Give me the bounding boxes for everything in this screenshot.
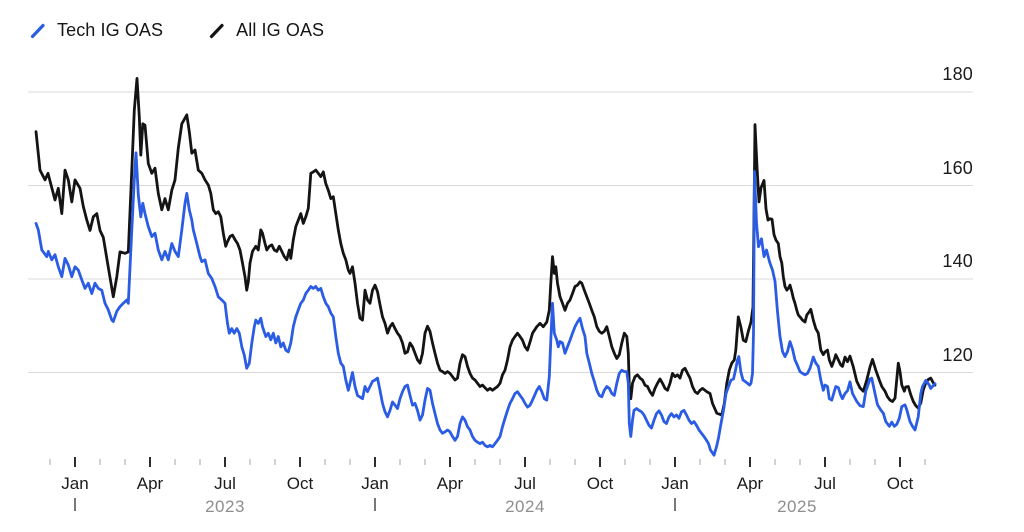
x-axis-label-jul-20: Jul [514, 474, 536, 493]
x-axis-label-apr-29: Apr [736, 474, 764, 493]
year-separator-2025 [674, 498, 676, 511]
legend-item-tech-ig-oas: Tech IG OAS [30, 20, 163, 41]
x-axis-label-oct-35: Oct [886, 474, 914, 493]
y-axis-label-140: 140 [942, 251, 973, 271]
tech-series-slash-icon [30, 23, 45, 38]
x-axis-label-jul-8: Jul [214, 474, 236, 493]
y-axis-label-180: 180 [942, 64, 973, 84]
x-axis-label-oct-23: Oct [586, 474, 614, 493]
series-line-all [34, 77, 937, 417]
tech-series-slash-stroke [30, 23, 45, 38]
x-axis-label-jan-26: Jan [661, 474, 689, 493]
series-line-tech [34, 151, 937, 457]
legend-label-all: All IG OAS [236, 20, 325, 40]
year-label-2024: 2024 [505, 497, 545, 516]
legend-label-tech: Tech IG OAS [57, 20, 164, 40]
x-axis-label-apr-17: Apr [436, 474, 464, 493]
x-axis-label-jan-2: Jan [61, 474, 89, 493]
all-series-slash-icon [210, 23, 224, 38]
y-axis-label-120: 120 [942, 344, 973, 365]
year-separator-2024 [374, 498, 376, 511]
legend: Tech IG OAS All IG OAS [30, 20, 324, 41]
x-axis-label-jul-32: Jul [814, 474, 836, 493]
legend-item-all-ig-oas: All IG OAS [209, 20, 324, 41]
year-separator-2023 [74, 498, 76, 511]
all-series-slash-stroke [210, 23, 224, 38]
year-label-2025: 2025 [777, 497, 817, 516]
x-axis-label-jan-14: Jan [361, 474, 389, 493]
x-axis-label-apr-5: Apr [136, 474, 164, 493]
y-axis-label-160: 160 [942, 157, 973, 178]
x-axis-label-oct-11: Oct [286, 474, 314, 493]
year-label-2023: 2023 [205, 497, 245, 516]
